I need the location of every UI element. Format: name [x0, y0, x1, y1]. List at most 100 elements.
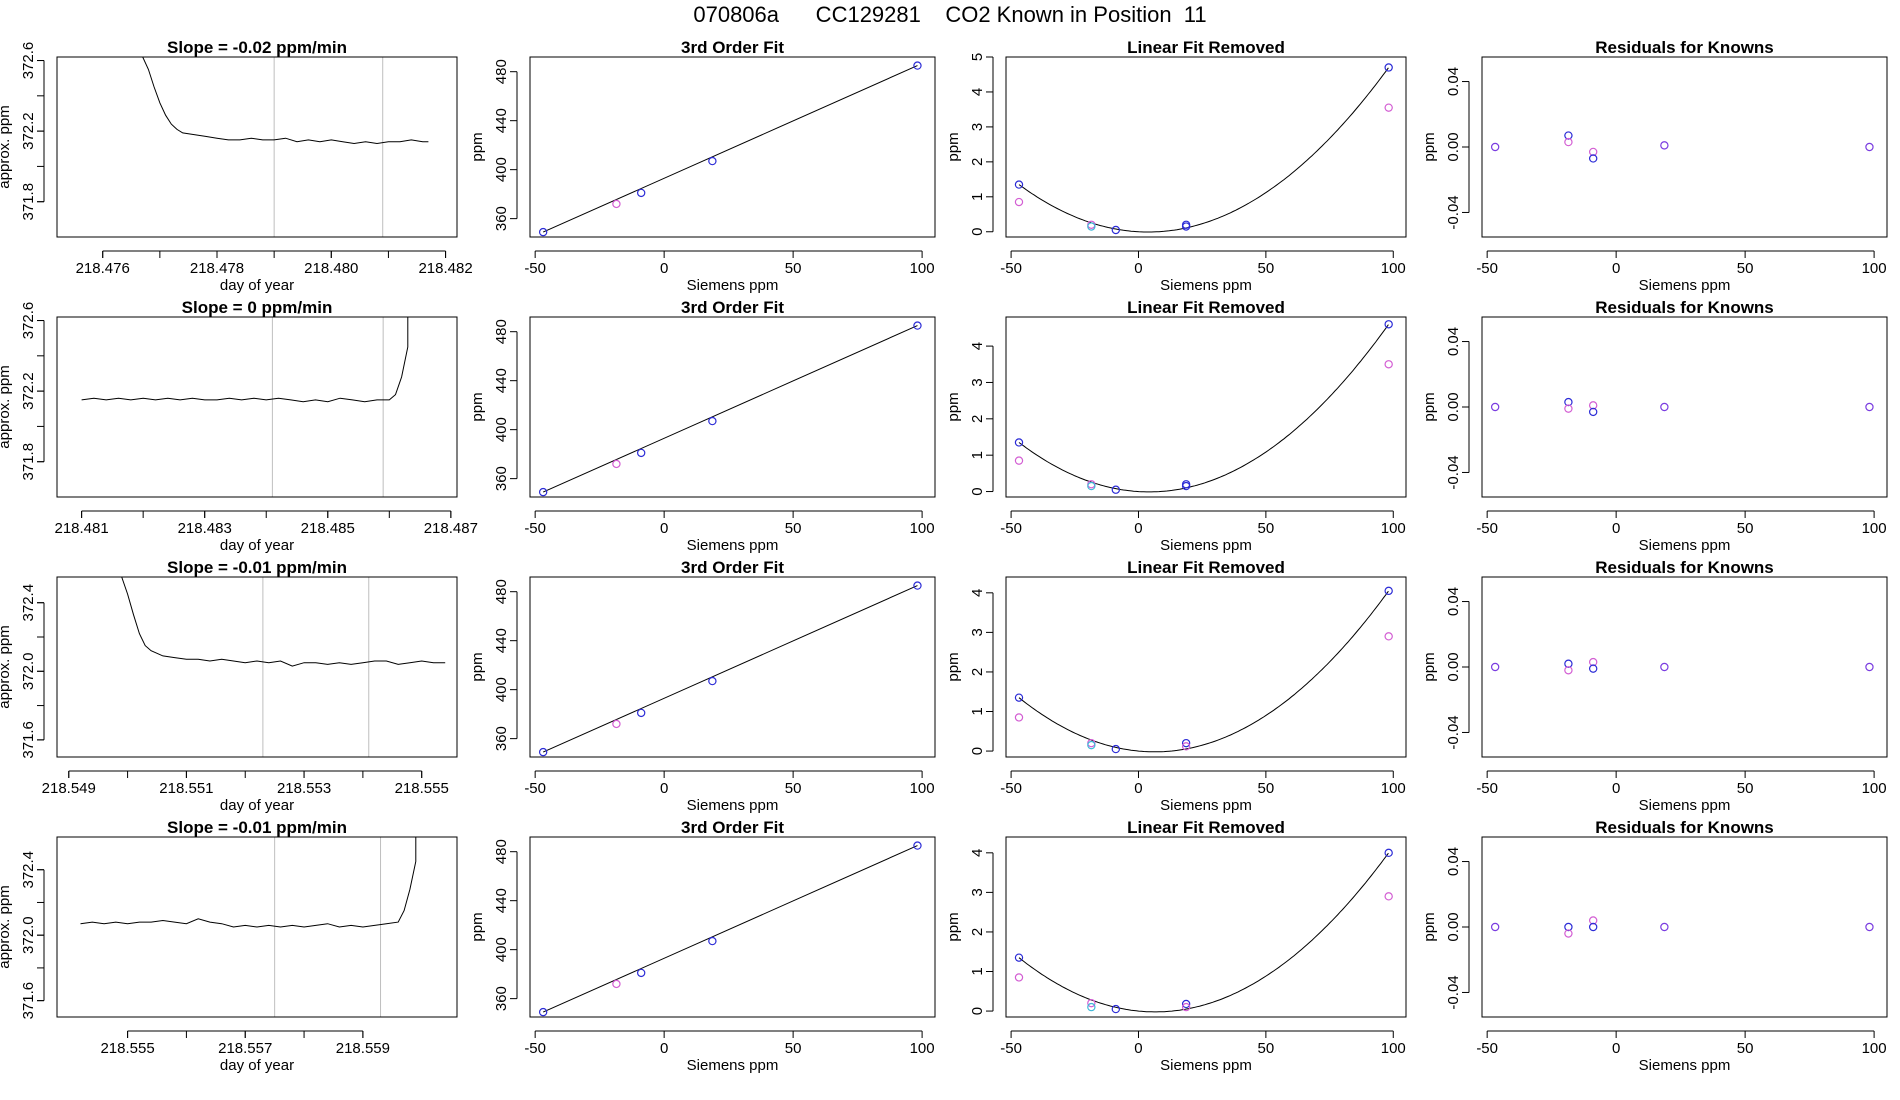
y-tick-label: 372.2 — [20, 372, 37, 410]
x-tick-label: 50 — [785, 520, 802, 537]
plot-box — [56, 56, 458, 238]
data-point — [1588, 664, 1598, 673]
y-tick-label: 480 — [493, 319, 510, 344]
x-tick-label: 50 — [1737, 260, 1754, 277]
data-point — [1111, 1004, 1121, 1014]
x-tick-label: 100 — [1862, 520, 1887, 537]
x-tick-label: 218.483 — [178, 520, 232, 537]
y-tick-label: 372.2 — [20, 112, 37, 150]
x-tick-label: -50 — [1000, 780, 1022, 797]
data-point — [1181, 481, 1191, 491]
trace-line — [80, 837, 417, 928]
panel-title: 3rd Order Fit — [681, 38, 784, 57]
plot-area — [80, 837, 417, 928]
data-point — [1087, 481, 1096, 491]
data-point — [1014, 438, 1024, 447]
data-point — [1564, 404, 1573, 413]
data-point — [913, 321, 922, 330]
x-tick-label: 218.482 — [418, 260, 472, 277]
plot-box — [1005, 316, 1407, 498]
panel-title: Linear Fit Removed — [1127, 38, 1285, 57]
row3-trace: Slope = -0.01 ppm/min 218.549 218.551 218.5… — [0, 558, 458, 814]
y-axis-label: approx. ppm — [0, 105, 13, 188]
y-tick-label: 360 — [493, 466, 510, 491]
x-tick-label: 218.487 — [424, 520, 478, 537]
plot-box — [529, 576, 936, 758]
x-tick-label: -50 — [1000, 1040, 1022, 1057]
data-point — [1384, 892, 1393, 901]
x-tick-label: 218.555 — [395, 780, 449, 797]
x-axis-label: day of year — [220, 537, 294, 554]
x-tick-label: 50 — [785, 780, 802, 797]
x-tick-label: 100 — [910, 520, 935, 537]
panel-title: Residuals for Knowns — [1595, 818, 1774, 837]
row2-fit: 3rd Order Fit -50 0 50 100 Siemens ppm 360 400 4… — [469, 298, 936, 554]
y-tick-label: 0 — [969, 747, 986, 755]
data-point — [1181, 999, 1191, 1009]
plot-area — [121, 577, 446, 667]
plot-box — [529, 836, 936, 1018]
fit-line — [542, 325, 918, 493]
x-tick-label: 218.555 — [100, 1040, 154, 1057]
x-axis-label: Siemens ppm — [687, 1057, 779, 1074]
data-point — [636, 708, 646, 718]
data-point — [612, 199, 621, 209]
data-point — [612, 979, 621, 989]
y-tick-label: -0.04 — [1445, 195, 1462, 229]
y-tick-label: 371.8 — [20, 183, 37, 221]
data-point — [1384, 848, 1393, 858]
plot-area — [542, 325, 918, 493]
x-tick-label: -50 — [1000, 260, 1022, 277]
y-tick-label: -0.04 — [1445, 455, 1462, 489]
x-axis-label: Siemens ppm — [1160, 277, 1252, 294]
y-tick-label: 0.04 — [1445, 67, 1462, 96]
y-axis-label: ppm — [469, 132, 486, 161]
row1-linear-removed: Linear Fit Removed -50 0 50 100 Siemens ppm 0 1… — [945, 38, 1407, 294]
panel-title: Linear Fit Removed — [1127, 818, 1285, 837]
plot-box — [1481, 836, 1888, 1018]
x-tick-label: -50 — [1476, 780, 1498, 797]
x-tick-label: 218.551 — [159, 780, 213, 797]
x-axis-label: Siemens ppm — [1639, 277, 1731, 294]
data-point — [1588, 922, 1598, 932]
y-tick-label: 3 — [969, 888, 986, 896]
x-tick-label: -50 — [1476, 1040, 1498, 1057]
figure-title: 070806a CC129281 CO2 Known in Position 1… — [693, 2, 1207, 27]
data-point — [1564, 131, 1573, 140]
data-point — [1384, 320, 1393, 329]
data-point — [1865, 402, 1874, 412]
y-axis-label: ppm — [945, 652, 962, 681]
row3-residuals: Residuals for Knowns -50 0 50 100 Siemens ppm… — [1421, 558, 1888, 814]
y-axis-label: approx. ppm — [0, 885, 13, 968]
data-point — [1014, 693, 1024, 702]
plot-box — [1481, 576, 1888, 758]
x-tick-label: 100 — [910, 260, 935, 277]
x-tick-label: -50 — [1000, 520, 1022, 537]
trace-line — [142, 57, 429, 145]
x-tick-label: 100 — [1381, 260, 1406, 277]
x-tick-label: -50 — [524, 780, 546, 797]
plot-box — [56, 576, 458, 758]
y-tick-label: 0 — [969, 1007, 986, 1015]
fit-line — [542, 845, 918, 1013]
data-point — [1865, 922, 1874, 932]
y-tick-label: 0 — [969, 228, 986, 236]
data-point — [1181, 222, 1191, 231]
data-point — [1181, 738, 1191, 748]
data-point — [913, 581, 922, 590]
panel-title: 3rd Order Fit — [681, 298, 784, 317]
y-axis-label: ppm — [469, 912, 486, 941]
x-tick-label: 50 — [1737, 520, 1754, 537]
fit-curve — [1018, 324, 1389, 493]
y-axis-label: approx. ppm — [0, 365, 13, 448]
data-point — [612, 459, 621, 469]
data-point — [1660, 402, 1669, 412]
row3-fit: 3rd Order Fit -50 0 50 100 Siemens ppm 360 400 4… — [469, 558, 936, 814]
plot-area — [142, 57, 429, 145]
plot-box — [56, 316, 458, 498]
x-tick-label: 50 — [1737, 1040, 1754, 1057]
data-point — [1087, 740, 1096, 750]
plot-box — [1481, 56, 1888, 238]
x-tick-label: 0 — [1612, 520, 1620, 537]
